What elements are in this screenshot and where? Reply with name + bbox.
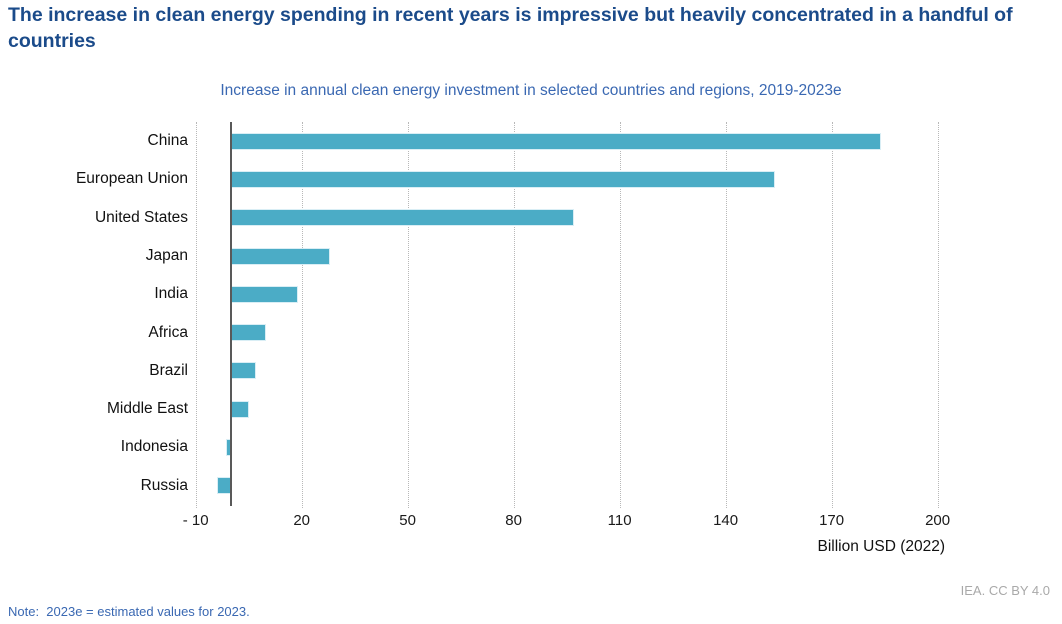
x-tick-label-170: 170: [819, 512, 845, 529]
gridline-x-110: [619, 122, 621, 508]
bar-row-japan: Japan: [0, 237, 1062, 275]
category-label: China: [147, 132, 189, 149]
x-tick-label-50: 50: [399, 512, 416, 529]
bar-row-china: China: [0, 122, 1062, 160]
x-tick-label-110: 110: [607, 512, 632, 529]
category-label: United States: [94, 208, 188, 226]
bar-european-union: [231, 170, 776, 188]
bar-row-india: India: [0, 275, 1062, 313]
gridline-x-20: [301, 122, 303, 508]
bar-japan: [231, 247, 330, 265]
category-label: Russia: [140, 476, 188, 494]
bar-chart-plot-area: China European Union United States Japan Ind…: [0, 122, 1062, 508]
bar-row-russia: Russia: [0, 467, 1062, 505]
category-label: Africa: [148, 323, 188, 341]
bar-brazil: [231, 362, 256, 380]
bar-china: [231, 132, 882, 150]
bar-united-states: [231, 209, 574, 227]
bar-russia: [216, 477, 231, 495]
category-label: European Union: [75, 170, 188, 188]
x-axis-title: Billion USD (2022): [817, 538, 946, 555]
category-label: India: [154, 285, 188, 303]
gridline-x-170: [831, 122, 833, 508]
y-axis-line: [230, 122, 232, 506]
source-attribution: IEA. CC BY 4.0: [960, 583, 1050, 598]
x-tick-label-140: 140: [713, 512, 739, 529]
gridline-x-50: [407, 122, 409, 508]
bar-row-africa: Africa: [0, 314, 1062, 352]
figure-headline: The increase in clean energy spending in…: [8, 4, 1013, 52]
bar-row-indonesia: Indonesia: [0, 428, 1062, 466]
bar-africa: [231, 324, 267, 342]
bar-row-brazil: Brazil: [0, 352, 1062, 390]
bar-row-united-states: United States: [0, 199, 1062, 237]
x-tick-label--10: - 10: [182, 512, 209, 529]
bar-row-middle-east: Middle East: [0, 390, 1062, 428]
chart-title: Increase in annual clean energy investme…: [220, 82, 842, 99]
category-label: Japan: [145, 246, 188, 264]
x-tick-label-200: 200: [925, 512, 951, 529]
category-label: Brazil: [149, 361, 188, 379]
category-label: Indonesia: [120, 438, 188, 456]
x-tick-label-20: 20: [293, 512, 310, 529]
gridline-x-140: [725, 122, 727, 508]
footnote: Note: 2023e = estimated values for 2023.: [8, 604, 250, 619]
x-tick-label-80: 80: [505, 512, 522, 529]
gridline-x-200: [937, 122, 939, 508]
gridline-x-80: [513, 122, 515, 508]
bar-row-european-union: European Union: [0, 160, 1062, 198]
bar-middle-east: [231, 400, 249, 418]
gridline-x--10: [195, 122, 197, 508]
category-label: Middle East: [107, 400, 188, 418]
bar-india: [231, 285, 299, 303]
